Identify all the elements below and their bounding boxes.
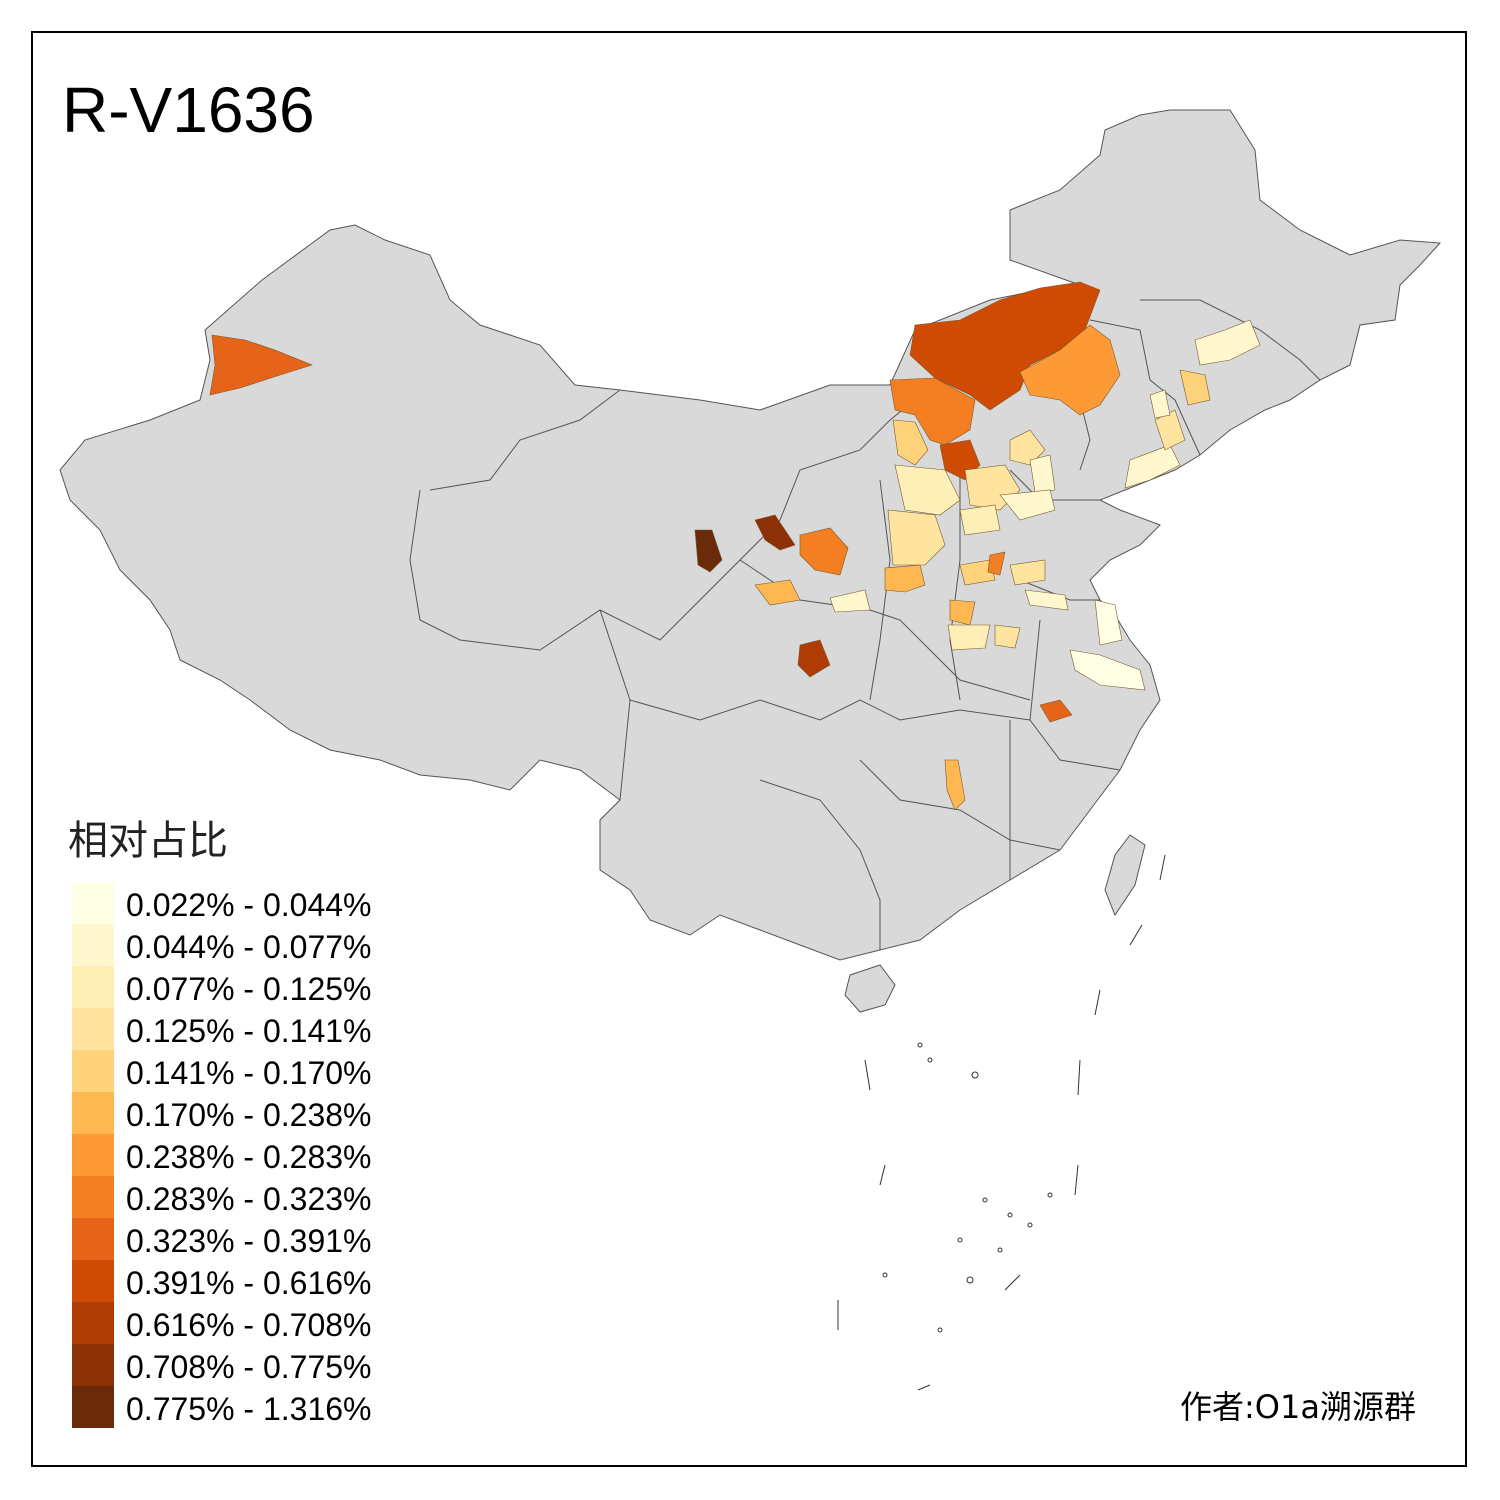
- legend-swatch: [72, 1134, 114, 1176]
- legend-item: 0.391% - 0.616%: [72, 1260, 402, 1302]
- legend-item: 0.022% - 0.044%: [72, 882, 402, 924]
- legend-item: 0.283% - 0.323%: [72, 1176, 402, 1218]
- legend-item: 0.044% - 0.077%: [72, 924, 402, 966]
- legend-label: 0.022% - 0.044%: [126, 887, 372, 923]
- region-hebei-south: [959, 504, 1001, 536]
- legend-item: 0.323% - 0.391%: [72, 1218, 402, 1260]
- region-shanxi-mid: [887, 509, 946, 566]
- legend-swatch: [72, 1218, 114, 1260]
- region-qinghai-haidong: [694, 529, 723, 573]
- region-jinzhong: [959, 559, 996, 586]
- region-hanzhong: [797, 639, 831, 678]
- legend-swatch: [72, 1176, 114, 1218]
- hainan-island: [844, 964, 896, 1013]
- region-hebei-central: [999, 489, 1056, 521]
- legend-label: 0.044% - 0.077%: [126, 929, 372, 965]
- highlighted-regions: [209, 281, 1261, 811]
- region-qingyang: [799, 527, 849, 576]
- legend-label: 0.141% - 0.170%: [126, 1055, 372, 1091]
- region-ulanqab: [892, 419, 929, 466]
- region-liaoning-west: [1124, 444, 1181, 489]
- legend-item: 0.077% - 0.125%: [72, 966, 402, 1008]
- region-xuzhou: [1024, 589, 1069, 611]
- legend-swatch: [72, 1302, 114, 1344]
- region-fushun: [1179, 369, 1211, 406]
- region-henan-east: [994, 624, 1021, 649]
- map-title: R-V1636: [62, 74, 315, 146]
- legend-swatch: [72, 924, 114, 966]
- legend-swatch: [72, 966, 114, 1008]
- legend-swatch: [72, 1092, 114, 1134]
- legend-item: 0.238% - 0.283%: [72, 1134, 402, 1176]
- legend-swatch: [72, 1260, 114, 1302]
- legend-item: 0.616% - 0.708%: [72, 1302, 402, 1344]
- legend-label: 0.170% - 0.238%: [126, 1097, 372, 1133]
- province-boundaries: [409, 299, 1321, 950]
- legend-swatch: [72, 882, 114, 924]
- taiwan-island: [1104, 834, 1146, 917]
- region-ili: [209, 334, 313, 396]
- legend-label: 0.391% - 0.616%: [126, 1265, 372, 1301]
- legend-title: 相对占比: [68, 818, 228, 864]
- legend-item: 0.708% - 0.775%: [72, 1344, 402, 1386]
- legend-label: 0.323% - 0.391%: [126, 1223, 372, 1259]
- region-shandong-west: [1009, 559, 1046, 586]
- region-jilin: [1194, 319, 1261, 366]
- legend-item: 0.170% - 0.238%: [72, 1092, 402, 1134]
- region-ningxia: [754, 514, 796, 551]
- legend-label: 0.775% - 1.316%: [126, 1391, 372, 1427]
- region-shanxi-north: [894, 464, 961, 516]
- region-liaoyang: [1149, 389, 1171, 419]
- region-tianshui: [754, 579, 801, 606]
- legend-item: 0.125% - 0.141%: [72, 1008, 402, 1050]
- legend-label: 0.283% - 0.323%: [126, 1181, 372, 1217]
- region-hunan: [944, 759, 966, 811]
- region-henan-south: [947, 624, 991, 651]
- legend-swatch: [72, 1008, 114, 1050]
- legend-swatch: [72, 1344, 114, 1386]
- region-handan: [987, 551, 1006, 576]
- legend-item: 0.141% - 0.170%: [72, 1050, 402, 1092]
- south-china-sea-islands: [837, 854, 1166, 1391]
- region-anqing: [1039, 699, 1073, 723]
- legend-label: 0.616% - 0.708%: [126, 1307, 372, 1343]
- legend-label: 0.708% - 0.775%: [126, 1349, 372, 1385]
- legend-item: 0.775% - 1.316%: [72, 1386, 402, 1428]
- legend-label: 0.238% - 0.283%: [126, 1139, 372, 1175]
- legend-label: 0.077% - 0.125%: [126, 971, 372, 1007]
- region-chengde: [1009, 429, 1046, 466]
- author-credit: 作者:O1a溯源群: [1180, 1388, 1416, 1426]
- region-jiangsu-south: [1069, 649, 1146, 691]
- mainland-china: [59, 109, 1442, 961]
- legend-swatch: [72, 1386, 114, 1428]
- legend-swatch: [72, 1050, 114, 1092]
- legend-label: 0.125% - 0.141%: [126, 1013, 372, 1049]
- region-shanxi-south: [884, 564, 926, 593]
- region-xian: [829, 589, 871, 613]
- region-jiangsu-north: [1094, 599, 1123, 646]
- region-xingan: [1019, 324, 1121, 416]
- region-tangshan: [1029, 454, 1056, 493]
